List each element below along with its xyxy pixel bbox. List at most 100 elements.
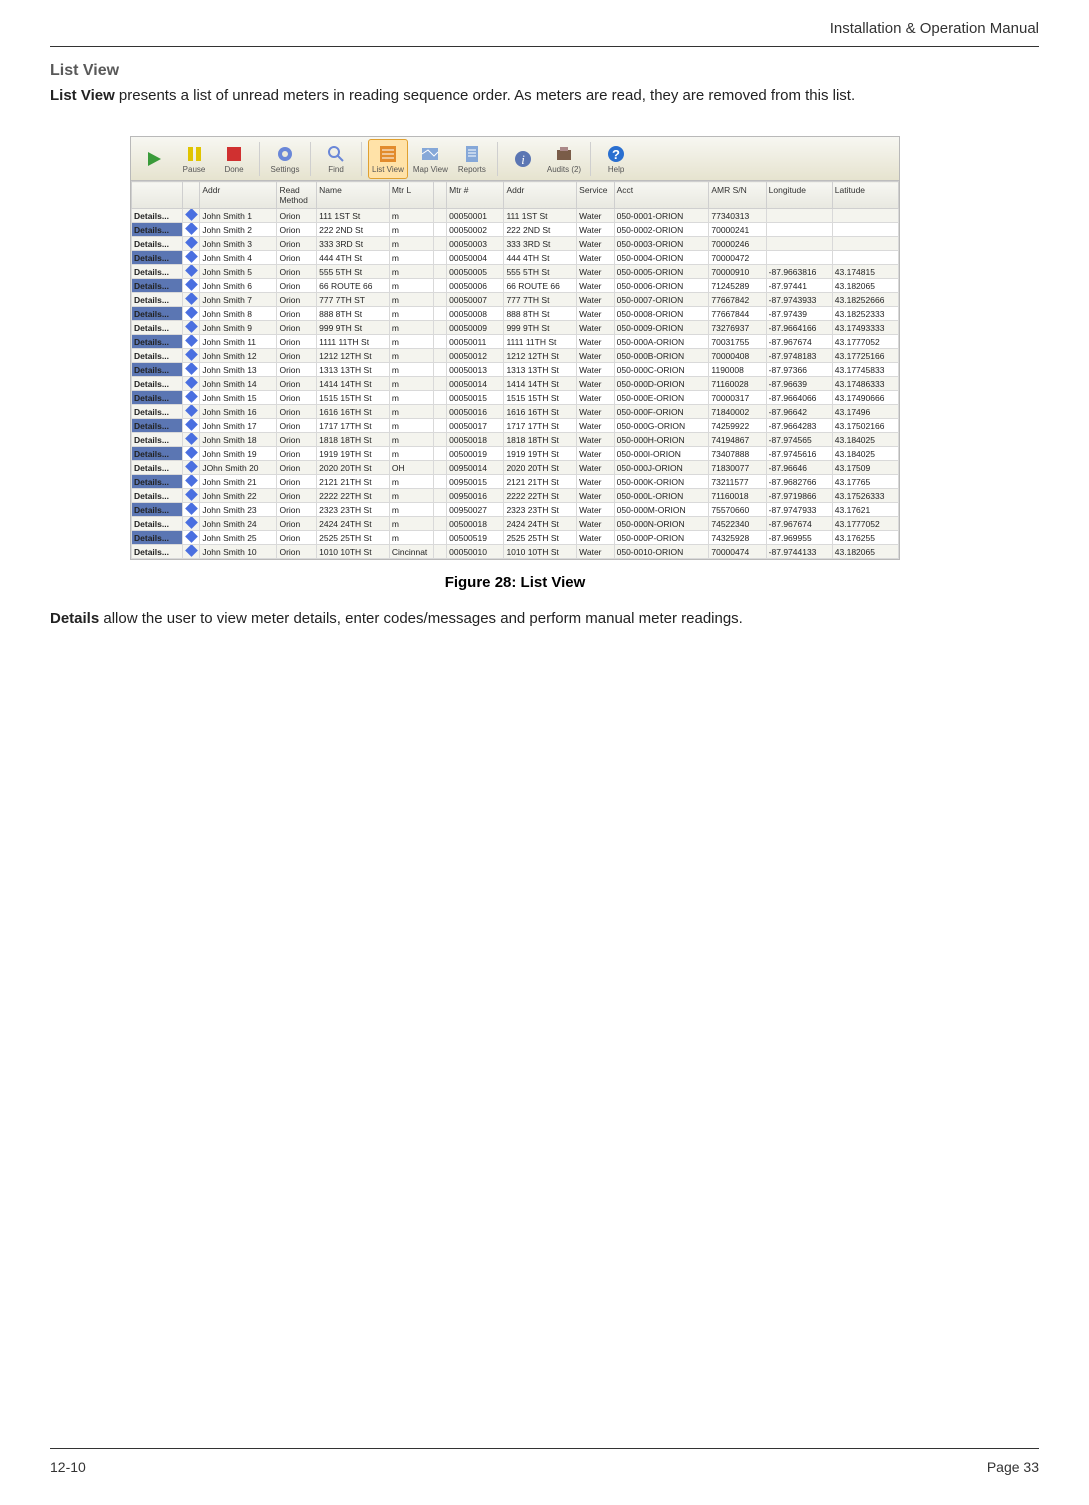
details-button[interactable]: Details... [132,209,183,223]
cell-addr2: 1111 11TH St [504,335,577,349]
table-row[interactable]: Details...John Smith 23Orion2323 23TH St… [132,503,899,517]
cell-name: John Smith 3 [200,237,277,251]
details-button[interactable]: Details... [132,377,183,391]
table-row[interactable]: Details...John Smith 8Orion888 8TH Stm00… [132,307,899,321]
table-row[interactable]: Details...John Smith 3Orion333 3RD Stm00… [132,237,899,251]
cell-service: Water [577,321,614,335]
table-row[interactable]: Details...John Smith 7Orion777 7TH STm00… [132,293,899,307]
table-row[interactable]: Details...John Smith 24Orion2424 24TH St… [132,517,899,531]
column-header[interactable]: Addr [200,182,277,209]
details-button[interactable]: Details... [132,405,183,419]
column-header[interactable]: AMR S/N [709,182,766,209]
table-row[interactable]: Details...John Smith 18Orion1818 18TH St… [132,433,899,447]
play-button[interactable] [135,139,173,179]
cell-blank [433,307,446,321]
details-button[interactable]: Details... [132,489,183,503]
row-icon-cell [182,405,200,419]
details-button[interactable]: Details... [132,419,183,433]
info-button[interactable]: i [504,139,542,179]
details-button[interactable]: Details... [132,279,183,293]
column-header[interactable] [132,182,183,209]
details-button[interactable]: Details... [132,517,183,531]
table-row[interactable]: Details...John Smith 21Orion2121 21TH St… [132,475,899,489]
column-header[interactable] [433,182,446,209]
column-header[interactable]: Acct [614,182,709,209]
table-row[interactable]: Details...John Smith 13Orion1313 13TH St… [132,363,899,377]
details-button[interactable]: Details... [132,433,183,447]
cell-blank [433,405,446,419]
details-button[interactable]: Details... [132,335,183,349]
details-button[interactable]: Details... [132,349,183,363]
details-button[interactable]: Details... [132,363,183,377]
details-button[interactable]: Details... [132,391,183,405]
cell-service: Water [577,475,614,489]
cell-latitude: 43.1777052 [832,335,898,349]
column-header[interactable]: Read Method [277,182,317,209]
details-button[interactable]: Details... [132,237,183,251]
details-button[interactable]: Details... [132,307,183,321]
done-button[interactable]: Done [215,139,253,179]
cell-addr2: 1717 17TH St [504,419,577,433]
column-header[interactable]: Latitude [832,182,898,209]
row-icon-cell [182,377,200,391]
details-button[interactable]: Details... [132,293,183,307]
details-button[interactable]: Details... [132,461,183,475]
help-button[interactable]: ?Help [597,139,635,179]
details-button[interactable]: Details... [132,251,183,265]
listview-button[interactable]: List View [368,139,408,179]
table-row[interactable]: Details...John Smith 22Orion2222 22TH St… [132,489,899,503]
details-button[interactable]: Details... [132,545,183,559]
cell-acct: 050-000D-ORION [614,377,709,391]
table-row[interactable]: Details...John Smith 12Orion1212 12TH St… [132,349,899,363]
cell-longitude: -87.9747933 [766,503,832,517]
details-button[interactable]: Details... [132,503,183,517]
cell-amr: 73276937 [709,321,766,335]
column-header[interactable] [182,182,200,209]
pause-button[interactable]: Pause [175,139,213,179]
table-row[interactable]: Details...John Smith 9Orion999 9TH Stm00… [132,321,899,335]
cell-amr: 73211577 [709,475,766,489]
audits-button[interactable]: Audits (2) [544,139,584,179]
find-button[interactable]: Find [317,139,355,179]
diamond-icon [185,363,198,375]
cell-acct: 050-0007-ORION [614,293,709,307]
table-row[interactable]: Details...John Smith 16Orion1616 16TH St… [132,405,899,419]
table-row[interactable]: Details...John Smith 10Orion1010 10TH St… [132,545,899,559]
table-row[interactable]: Details...John Smith 4Orion444 4TH Stm00… [132,251,899,265]
details-button[interactable]: Details... [132,265,183,279]
cell-addr: 777 7TH ST [317,293,390,307]
column-header[interactable]: Longitude [766,182,832,209]
cell-addr2: 222 2ND St [504,223,577,237]
table-row[interactable]: Details...John Smith 2Orion222 2ND Stm00… [132,223,899,237]
toolbar-label: Audits (2) [547,165,581,174]
table-row[interactable]: Details...John Smith 17Orion1717 17TH St… [132,419,899,433]
table-row[interactable]: Details...John Smith 15Orion1515 15TH St… [132,391,899,405]
details-button[interactable]: Details... [132,475,183,489]
table-row[interactable]: Details...John Smith 11Orion1111 11TH St… [132,335,899,349]
details-button[interactable]: Details... [132,223,183,237]
table-row[interactable]: Details...John Smith 5Orion555 5TH Stm00… [132,265,899,279]
table-row[interactable]: Details...John Smith 1Orion111 1ST Stm00… [132,209,899,223]
column-header[interactable]: Name [317,182,390,209]
details-button[interactable]: Details... [132,447,183,461]
row-icon-cell [182,447,200,461]
reports-button[interactable]: Reports [453,139,491,179]
table-row[interactable]: Details...John Smith 14Orion1414 14TH St… [132,377,899,391]
toolbar-label: Pause [183,165,206,174]
table-row[interactable]: Details...John Smith 6Orion66 ROUTE 66m0… [132,279,899,293]
table-row[interactable]: Details...John Smith 25Orion2525 25TH St… [132,531,899,545]
row-icon-cell [182,531,200,545]
table-row[interactable]: Details...John Smith 19Orion1919 19TH St… [132,447,899,461]
cell-addr: 222 2ND St [317,223,390,237]
column-header[interactable]: Mtr L [389,182,433,209]
column-header[interactable]: Addr [504,182,577,209]
table-row[interactable]: Details...JOhn Smith 20Orion2020 20TH St… [132,461,899,475]
cell-read-method: Orion [277,517,317,531]
details-button[interactable]: Details... [132,321,183,335]
settings-button[interactable]: Settings [266,139,304,179]
column-header[interactable]: Service [577,182,614,209]
column-header[interactable]: Mtr # [447,182,504,209]
row-icon-cell [182,475,200,489]
details-button[interactable]: Details... [132,531,183,545]
mapview-button[interactable]: Map View [410,139,451,179]
